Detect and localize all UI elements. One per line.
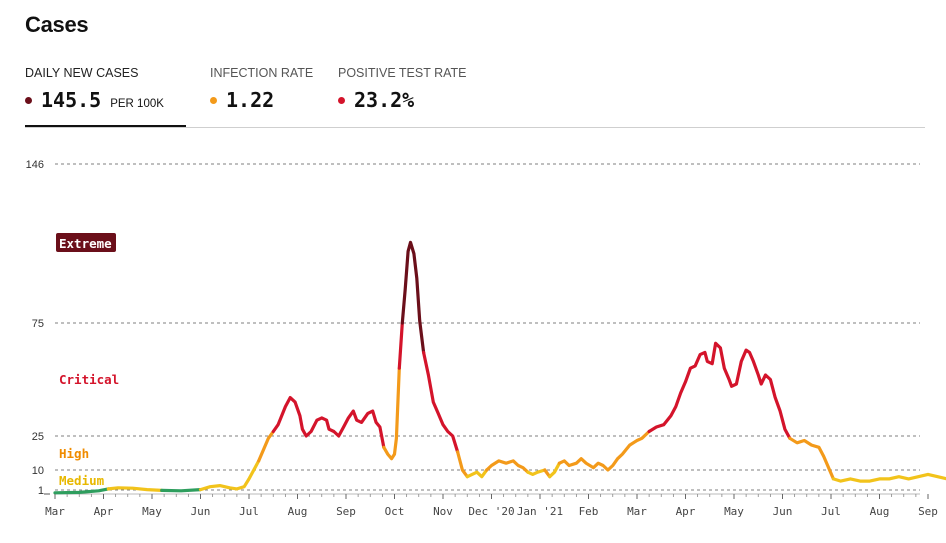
series-line-segment [557,429,651,472]
level-badge-extreme [56,233,116,252]
x-tick-label: Nov [433,505,453,518]
x-tick-label: Apr [676,505,696,518]
risk-level-labels: Medium High Critical Extreme [56,233,119,488]
x-tick-label: Sep [918,505,938,518]
x-tick-label: Feb [579,505,599,518]
y-tick-label: 25 [32,431,44,443]
y-tick-label: 10 [32,465,44,477]
x-tick-label: Jul [821,505,841,518]
series-line-segment [647,341,792,440]
tab-label: DAILY NEW CASES [25,66,139,80]
tab-positive-test-rate[interactable]: POSITIVE TEST RATE 23.2% [338,63,478,126]
x-tick-label: May [724,505,744,518]
tab-unit: PER 100K [110,98,164,110]
series-line-segment [788,436,836,481]
x-tick-label: Aug [288,505,308,518]
level-label-medium: Medium [59,473,105,488]
tab-label: INFECTION RATE [210,66,314,80]
level-label-critical: Critical [59,372,119,387]
x-tick-label: Sep [336,505,356,518]
series-line-segment [106,486,164,492]
series-dot-icon [210,97,217,104]
series-line-segment [485,459,530,474]
y-tick-label: 75 [32,318,44,330]
cases-series [53,240,946,495]
tab-value: 1.22 [226,88,275,112]
tab-value: 145.5 [41,88,102,112]
x-tick-label: Oct [385,505,405,518]
series-line-segment [548,461,562,479]
x-tick-label: Jun [191,505,211,518]
series-line-segment [422,350,460,454]
page-title: Cases [25,12,89,37]
series-line-segment [257,429,275,463]
series-line-segment [400,240,426,354]
x-tick-label: Jul [239,505,259,518]
x-tick-label: Jan '21 [517,505,563,518]
x-tick-label: Dec '20 [468,505,514,518]
series-line-segment [526,468,547,476]
tab-value: 23.2% [354,88,415,112]
series-line-segment [465,468,489,479]
tab-label: POSITIVE TEST RATE [338,66,467,80]
tab-infection-rate[interactable]: INFECTION RATE 1.22 [210,63,320,126]
series-line-segment [831,472,946,483]
x-tick-label: Aug [870,505,890,518]
level-label-high: High [59,446,89,461]
tab-daily-new-cases[interactable]: DAILY NEW CASES 145.5 PER 100K [25,63,186,127]
x-tick-label: Jun [773,505,793,518]
chart-grid: 1 10 25 75 146 [26,159,920,497]
series-dot-icon [338,97,345,104]
series-line-segment [271,396,386,449]
series-line-segment [382,366,401,461]
x-tick-label: May [142,505,162,518]
x-axis: Mar Apr May Jun Jul Aug Sep Oct Nov Dec '20 Jan '2… [45,494,938,518]
series-dot-icon [25,97,32,104]
series-line-segment [397,321,404,370]
level-label-extreme: Extreme [59,236,112,251]
y-tick-label: 146 [26,159,44,171]
series-line-segment [160,488,203,493]
x-tick-label: Mar [627,505,647,518]
x-tick-label: Apr [94,505,114,518]
series-line-segment [53,487,110,495]
series-line-segment [456,450,469,479]
metric-tabs: DAILY NEW CASES 145.5 PER 100K INFECTION… [25,63,925,128]
x-tick-label: Mar [45,505,65,518]
series-line-segment [198,459,261,492]
y-tick-label: 1 [38,485,44,497]
